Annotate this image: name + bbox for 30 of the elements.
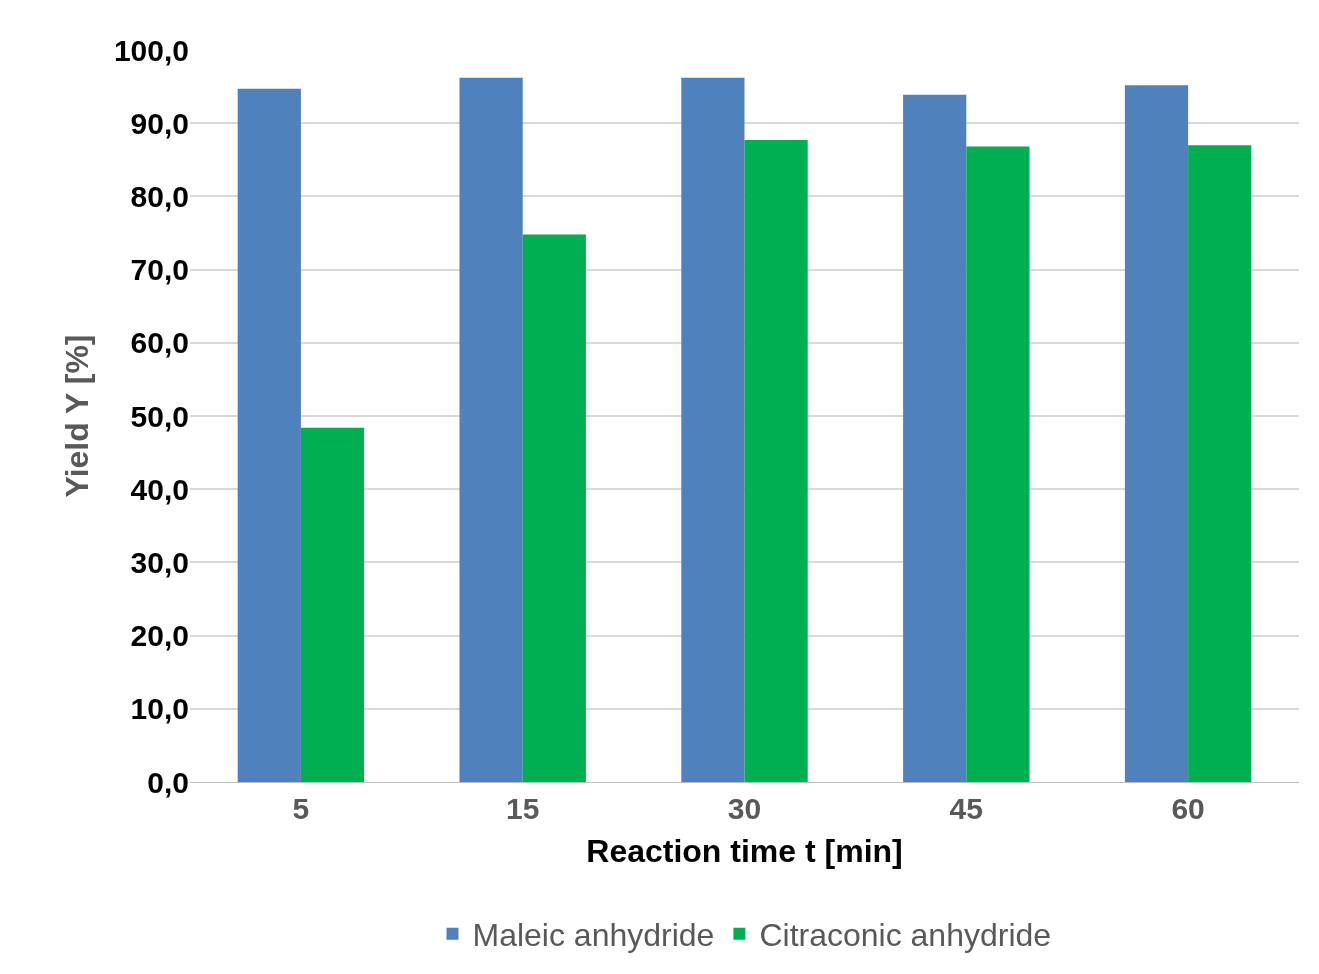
legend-label: Citraconic anhydride [759, 917, 1052, 954]
bar [237, 88, 301, 782]
y-tick-label: 70,0 [130, 253, 189, 287]
y-tick-label: 60,0 [130, 326, 189, 360]
bar [1188, 145, 1252, 782]
x-tick-label: 45 [949, 792, 983, 825]
y-tick-label: 40,0 [130, 472, 189, 506]
x-tick-label: 60 [1171, 792, 1205, 825]
bar [744, 140, 808, 782]
legend-label: Maleic anhydride [472, 917, 715, 954]
x-tick-label: 30 [727, 792, 762, 825]
y-tick-label: 0,0 [147, 765, 189, 799]
x-tick-label: 5 [292, 792, 310, 825]
bar [903, 94, 967, 782]
x-tick-label: 15 [506, 792, 540, 825]
x-axis-title: Reaction time t [min] [586, 832, 903, 869]
y-tick-label: 30,0 [130, 545, 189, 579]
bar [681, 77, 745, 782]
bar [300, 427, 365, 782]
y-tick-label: 20,0 [130, 619, 189, 653]
y-tick-label: 90,0 [130, 106, 189, 140]
bar [459, 77, 523, 782]
bar [966, 146, 1030, 782]
bar [1124, 85, 1189, 782]
y-tick-label: 100,0 [113, 33, 189, 67]
bar [522, 234, 586, 782]
y-tick-label: 80,0 [130, 179, 189, 213]
y-tick-label: 10,0 [130, 692, 189, 726]
y-tick-label: 50,0 [130, 399, 189, 433]
y-axis-title: Yield Y [%] [59, 334, 96, 498]
